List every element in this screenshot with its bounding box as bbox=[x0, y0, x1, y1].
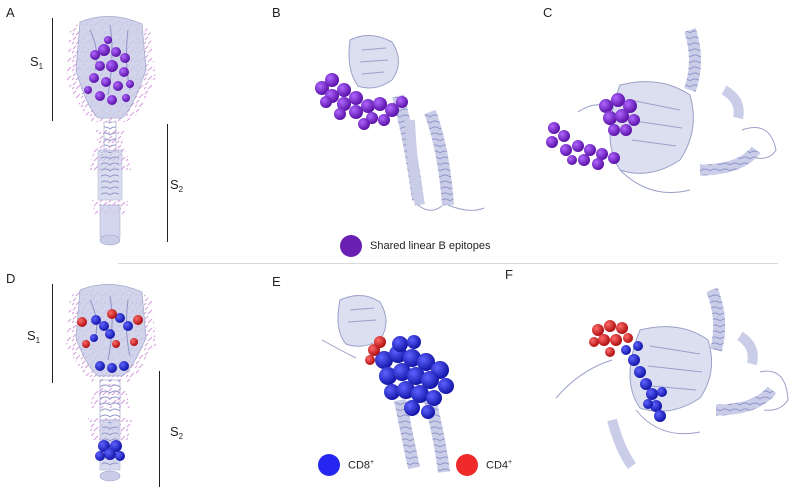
legend-cd8-label: CD8+ bbox=[348, 458, 375, 472]
shared-b-epitope-spheres-c bbox=[546, 93, 640, 170]
shared-b-epitope-spheres-b bbox=[315, 73, 408, 130]
legend-cd4-label: CD4+ bbox=[486, 458, 513, 472]
legend-shared-b-epitopes: Shared linear B epitopes bbox=[340, 235, 490, 257]
domain-structure-f bbox=[555, 287, 789, 469]
row-separator bbox=[118, 263, 778, 264]
s1-label-a: S1 bbox=[30, 54, 44, 71]
s1-bracket-line-a bbox=[52, 18, 53, 121]
legend-cd8-swatch bbox=[318, 454, 340, 476]
s1-bracket-line-d bbox=[52, 284, 53, 383]
s1-label-d: S1 bbox=[27, 328, 41, 345]
s2-bracket-line-a bbox=[167, 124, 168, 242]
spike-structure-a bbox=[66, 16, 156, 246]
legend-cd8: CD8+ bbox=[318, 454, 374, 476]
panel-letter-e: E bbox=[272, 274, 281, 289]
panel-letter-d: D bbox=[6, 271, 16, 286]
s2-label-a: S2 bbox=[170, 177, 184, 194]
s2-bracket-line-d bbox=[159, 371, 160, 487]
shared-b-epitope-spheres-a bbox=[84, 36, 134, 105]
cd4-epitope-spheres-d bbox=[77, 309, 143, 348]
legend-shared-b-swatch bbox=[340, 235, 362, 257]
legend-cd4: CD4+ bbox=[456, 454, 512, 476]
cd8-epitope-spheres-f bbox=[621, 341, 667, 422]
cd8-epitope-spheres-e bbox=[375, 335, 454, 419]
legend-shared-b-label: Shared linear B epitopes bbox=[370, 240, 491, 252]
cd8-epitope-spheres-d bbox=[90, 313, 133, 461]
panel-letter-b: B bbox=[272, 5, 281, 20]
cd4-epitope-spheres-e bbox=[365, 336, 386, 365]
s2-label-d: S2 bbox=[170, 424, 184, 441]
panel-letter-a: A bbox=[6, 5, 15, 20]
panel-letter-c: C bbox=[543, 5, 553, 20]
panel-letter-f: F bbox=[505, 267, 513, 282]
cd4-epitope-spheres-f bbox=[589, 320, 633, 357]
legend-cd4-swatch bbox=[456, 454, 478, 476]
